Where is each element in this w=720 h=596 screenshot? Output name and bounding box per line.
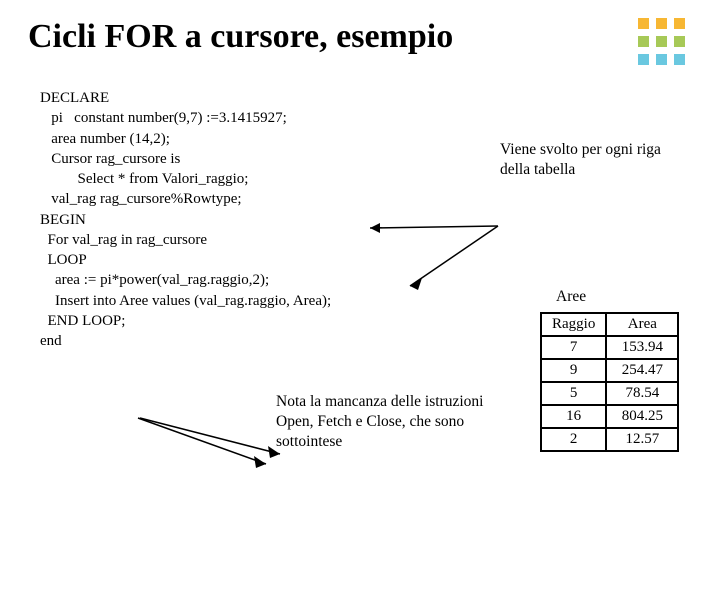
page-title: Cicli FOR a cursore, esempio: [0, 0, 720, 56]
annotation-note: Nota la mancanza delle istruzioni Open, …: [276, 392, 496, 452]
table-row: 212.57: [541, 428, 678, 451]
table-row: 7153.94: [541, 336, 678, 359]
code-block: DECLARE pi constant number(9,7) :=3.1415…: [40, 88, 331, 351]
aree-table: RaggioArea7153.949254.47578.5416804.2521…: [540, 312, 679, 452]
table-row: 9254.47: [541, 359, 678, 382]
annotation-loop: Viene svolto per ogni riga della tabella: [500, 140, 690, 180]
table-header: Raggio: [541, 313, 606, 336]
table-title: Aree: [556, 288, 586, 306]
table-row: 578.54: [541, 382, 678, 405]
table-header: Area: [606, 313, 678, 336]
table-row: 16804.25: [541, 405, 678, 428]
slide-logo: [630, 10, 700, 80]
